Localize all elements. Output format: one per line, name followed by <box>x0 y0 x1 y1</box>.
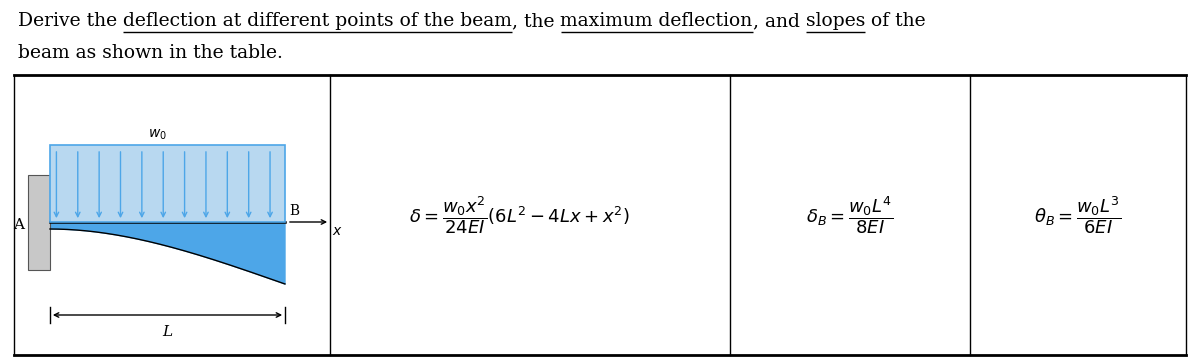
Text: $\delta_B = \dfrac{w_0 L^4}{8EI}$: $\delta_B = \dfrac{w_0 L^4}{8EI}$ <box>806 194 893 236</box>
Text: x: x <box>332 224 341 238</box>
Text: deflection at different points of the beam: deflection at different points of the be… <box>124 12 512 30</box>
Text: beam as shown in the table.: beam as shown in the table. <box>18 44 283 62</box>
Text: $\delta = \dfrac{w_0 x^2}{24EI}(6L^2 - 4Lx + x^2)$: $\delta = \dfrac{w_0 x^2}{24EI}(6L^2 - 4… <box>409 194 630 236</box>
Text: , the: , the <box>512 12 560 30</box>
Text: L: L <box>162 325 173 339</box>
Text: B: B <box>289 204 299 218</box>
Polygon shape <box>50 222 286 284</box>
Text: Derive the: Derive the <box>18 12 124 30</box>
Text: maximum deflection: maximum deflection <box>560 12 752 30</box>
Text: , and: , and <box>752 12 805 30</box>
Bar <box>28 175 50 270</box>
Text: slopes: slopes <box>805 12 865 30</box>
Text: $w_0$: $w_0$ <box>148 127 167 142</box>
Text: A: A <box>13 218 24 232</box>
Text: $\theta_B = \dfrac{w_0 L^3}{6EI}$: $\theta_B = \dfrac{w_0 L^3}{6EI}$ <box>1034 194 1121 236</box>
Bar <box>50 145 286 222</box>
Text: of the: of the <box>865 12 925 30</box>
